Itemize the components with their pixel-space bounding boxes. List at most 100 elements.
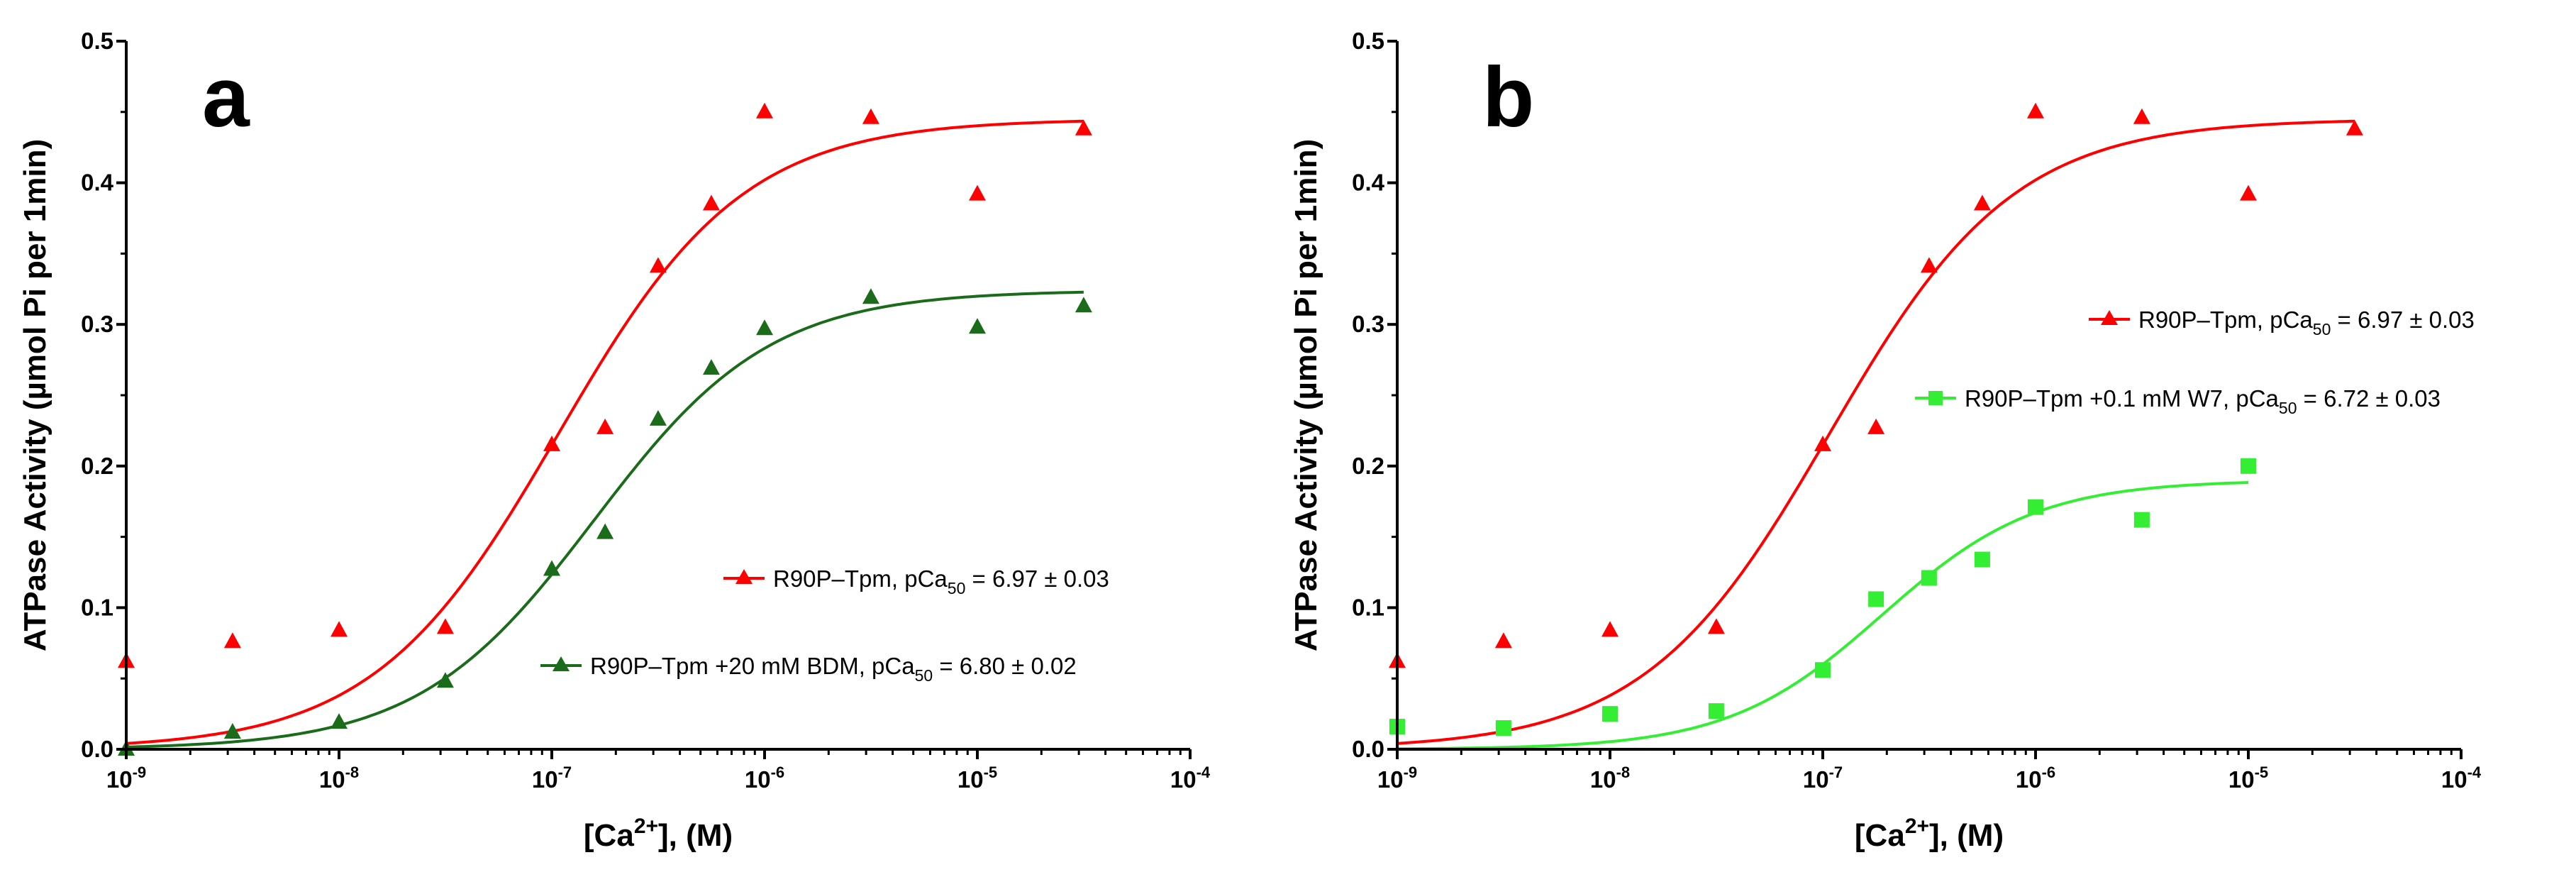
panel-b-x-tick-label: 10-5 xyxy=(2228,763,2268,793)
panel-b-data-point-series-1 xyxy=(1973,194,1991,211)
panel-a-y-tick-label: 0.0 xyxy=(81,736,113,762)
panel-a-data-point-series-2 xyxy=(331,713,348,729)
panel-b-y-tick-labels: 0.0 0.1 0.2 0.3 0.4 0.5 xyxy=(1352,28,1385,762)
panel-b-x-axis-title: [Ca2+], (M) xyxy=(1855,815,2004,853)
panel-a-data-point-series-1 xyxy=(596,418,614,434)
panel-b-data-point-series-2 xyxy=(1708,703,1724,719)
panel-b-data-point-series-1 xyxy=(2133,108,2150,124)
panel-a-data-point-series-2 xyxy=(543,560,560,576)
panel-a-data-point-series-1 xyxy=(756,102,773,118)
panel-a-legend-label-green: R90P–Tpm +20 mM BDM, pCa50 = 6.80 ± 0.02 xyxy=(590,653,1077,685)
panel-b-y-axis-title: ATPase Activity (µmol Pi per 1min) xyxy=(1289,139,1323,651)
panel-a-data-point-series-2 xyxy=(223,723,241,739)
panel-b-legend-label-red: R90P–Tpm, pCa50 = 6.97 ± 0.03 xyxy=(2138,307,2475,338)
panel-a-data-point-series-1 xyxy=(331,621,348,637)
panel-a-letter: a xyxy=(202,50,250,145)
panel-a-data-point-series-1 xyxy=(223,632,241,649)
panel-a-legend-marker-red xyxy=(735,569,753,584)
panel-b-x-tick-label: 10-8 xyxy=(1590,763,1630,793)
panel-a-data-point-series-2 xyxy=(756,319,773,336)
panel-b-y-tick-label: 0.5 xyxy=(1352,28,1384,54)
panel-a-legend-marker-green xyxy=(553,656,570,671)
panel-a-x-tick-label: 10-8 xyxy=(319,763,359,793)
panel-b-plot-area xyxy=(1389,102,2363,751)
panel-b-legend-entry-green: R90P–Tpm +0.1 mM W7, pCa50 = 6.72 ± 0.03 xyxy=(1915,385,2441,417)
panel-a-legend: R90P–Tpm, pCa50 = 6.97 ± 0.03 R90P–Tpm +… xyxy=(540,566,1109,685)
panel-a-data-point-series-2 xyxy=(596,523,614,539)
panel-a-data-point-series-2 xyxy=(862,288,879,304)
panel-b-data-point-series-1 xyxy=(1867,418,1885,434)
panel-a-data-point-series-1 xyxy=(969,184,986,201)
panel-b-legend-marker-red xyxy=(2101,310,2118,325)
panel-b-data-point-series-1 xyxy=(1814,435,1831,451)
panel-a-legend-label-red: R90P–Tpm, pCa50 = 6.97 ± 0.03 xyxy=(773,566,1109,597)
panel-a-data-point-series-2 xyxy=(969,318,986,334)
panel-b-data-point-series-1 xyxy=(1601,621,1619,637)
panel-a-y-tick-label: 0.3 xyxy=(81,311,113,337)
panel-a-data-point-series-2 xyxy=(702,359,720,375)
panel-b-legend-entry-red: R90P–Tpm, pCa50 = 6.97 ± 0.03 xyxy=(2089,307,2475,338)
panel-a-plot-area xyxy=(118,102,1092,756)
panel-b-x-tick-label: 10-9 xyxy=(1377,763,1417,793)
panel-b-y-tick-label: 0.4 xyxy=(1352,170,1385,196)
panel-b-legend: R90P–Tpm, pCa50 = 6.97 ± 0.03 R90P–Tpm +… xyxy=(1915,307,2475,417)
panel-b-y-tick-label: 0.3 xyxy=(1352,311,1384,337)
panel-b-x-tick-label: 10-7 xyxy=(1803,763,1843,793)
panel-a-y-tick-label: 0.5 xyxy=(81,28,113,54)
panel-a-x-tick-labels: 10-9 10-8 10-7 10-6 10-5 10-4 xyxy=(106,763,1211,793)
panel-b-data-point-series-2 xyxy=(1602,706,1618,722)
panel-b-data-point-series-2 xyxy=(2241,458,2256,474)
panel-a-y-tick-label: 0.2 xyxy=(81,453,113,479)
panel-a-x-tick-label: 10-9 xyxy=(106,763,146,793)
panel-b-y-tick-label: 0.1 xyxy=(1352,594,1384,620)
panel-a-data-point-series-2 xyxy=(1075,297,1092,313)
panel-a-y-axis-title: ATPase Activity (µmol Pi per 1min) xyxy=(18,139,52,651)
panel-a-data-point-series-1 xyxy=(436,618,454,634)
panel-b-data-point-series-1 xyxy=(2027,102,2044,118)
panel-a-data-point-series-1 xyxy=(1075,119,1092,136)
panel-b-data-point-series-2 xyxy=(2133,512,2150,528)
panel-a-y-tick-labels: 0.0 0.1 0.2 0.3 0.4 0.5 xyxy=(81,28,114,762)
panel-a-chart: 0.0 0.1 0.2 0.3 0.4 0.5 10-9 10-8 10-7 1… xyxy=(18,28,1211,853)
panel-a-legend-entry-green: R90P–Tpm +20 mM BDM, pCa50 = 6.80 ± 0.02 xyxy=(540,653,1077,685)
panel-b-y-tick-label: 0.2 xyxy=(1352,453,1384,479)
panel-b-chart: 0.0 0.1 0.2 0.3 0.4 0.5 10-9 10-8 10-7 1… xyxy=(1289,28,2482,853)
panel-b-data-point-series-1 xyxy=(1494,632,1512,649)
panel-a-data-point-series-2 xyxy=(436,672,454,688)
panel-b-data-point-series-2 xyxy=(1868,591,1884,607)
panel-b-legend-marker-green xyxy=(1928,391,1943,405)
panel-b-data-point-series-2 xyxy=(1495,720,1511,737)
panel-b-data-point-series-1 xyxy=(1920,257,1938,273)
panel-b-fit-curve-2 xyxy=(1397,481,2249,751)
panel-a-y-tick-label: 0.1 xyxy=(81,594,113,620)
panel-b-data-point-series-1 xyxy=(1707,618,1725,634)
panel-b-data-point-series-1 xyxy=(2345,119,2363,136)
panel-b-fit-curve-1 xyxy=(1397,119,2355,745)
panel-a-data-point-series-1 xyxy=(543,435,560,451)
panel-a-y-tick-label: 0.4 xyxy=(81,170,114,196)
panel-a-fit-curve-2 xyxy=(126,290,1084,749)
panel-a-data-point-series-1 xyxy=(702,194,720,211)
panel-b-data-point-series-2 xyxy=(1921,570,1937,586)
panel-b-data-point-series-2 xyxy=(1815,662,1831,678)
panel-a-data-point-series-2 xyxy=(649,409,667,426)
panel-b-data-point-series-2 xyxy=(1974,551,1990,568)
panel-b-x-tick-labels: 10-9 10-8 10-7 10-6 10-5 10-4 xyxy=(1377,763,2482,793)
panel-b-legend-label-green: R90P–Tpm +0.1 mM W7, pCa50 = 6.72 ± 0.03 xyxy=(1965,385,2441,417)
panel-a-data-point-series-1 xyxy=(862,108,879,124)
panel-a-x-axis-title: [Ca2+], (M) xyxy=(584,815,733,853)
panel-a-x-tick-label: 10-7 xyxy=(532,763,572,793)
panel-b-y-tick-label: 0.0 xyxy=(1352,736,1384,762)
panel-a-x-tick-label: 10-5 xyxy=(957,763,997,793)
panel-a-legend-entry-red: R90P–Tpm, pCa50 = 6.97 ± 0.03 xyxy=(723,566,1109,597)
panel-b-data-point-series-1 xyxy=(2240,184,2257,201)
panel-b-x-tick-label: 10-4 xyxy=(2441,763,2482,793)
panel-b-letter: b xyxy=(1482,50,1534,145)
panel-b-data-point-series-2 xyxy=(2028,499,2043,515)
panel-a-x-tick-label: 10-6 xyxy=(745,763,784,793)
panel-b-x-tick-label: 10-6 xyxy=(2016,763,2055,793)
panel-a-x-tick-label: 10-4 xyxy=(1170,763,1211,793)
panel-a-data-point-series-1 xyxy=(649,257,667,273)
panel-a-fit-curve-1 xyxy=(126,119,1084,745)
